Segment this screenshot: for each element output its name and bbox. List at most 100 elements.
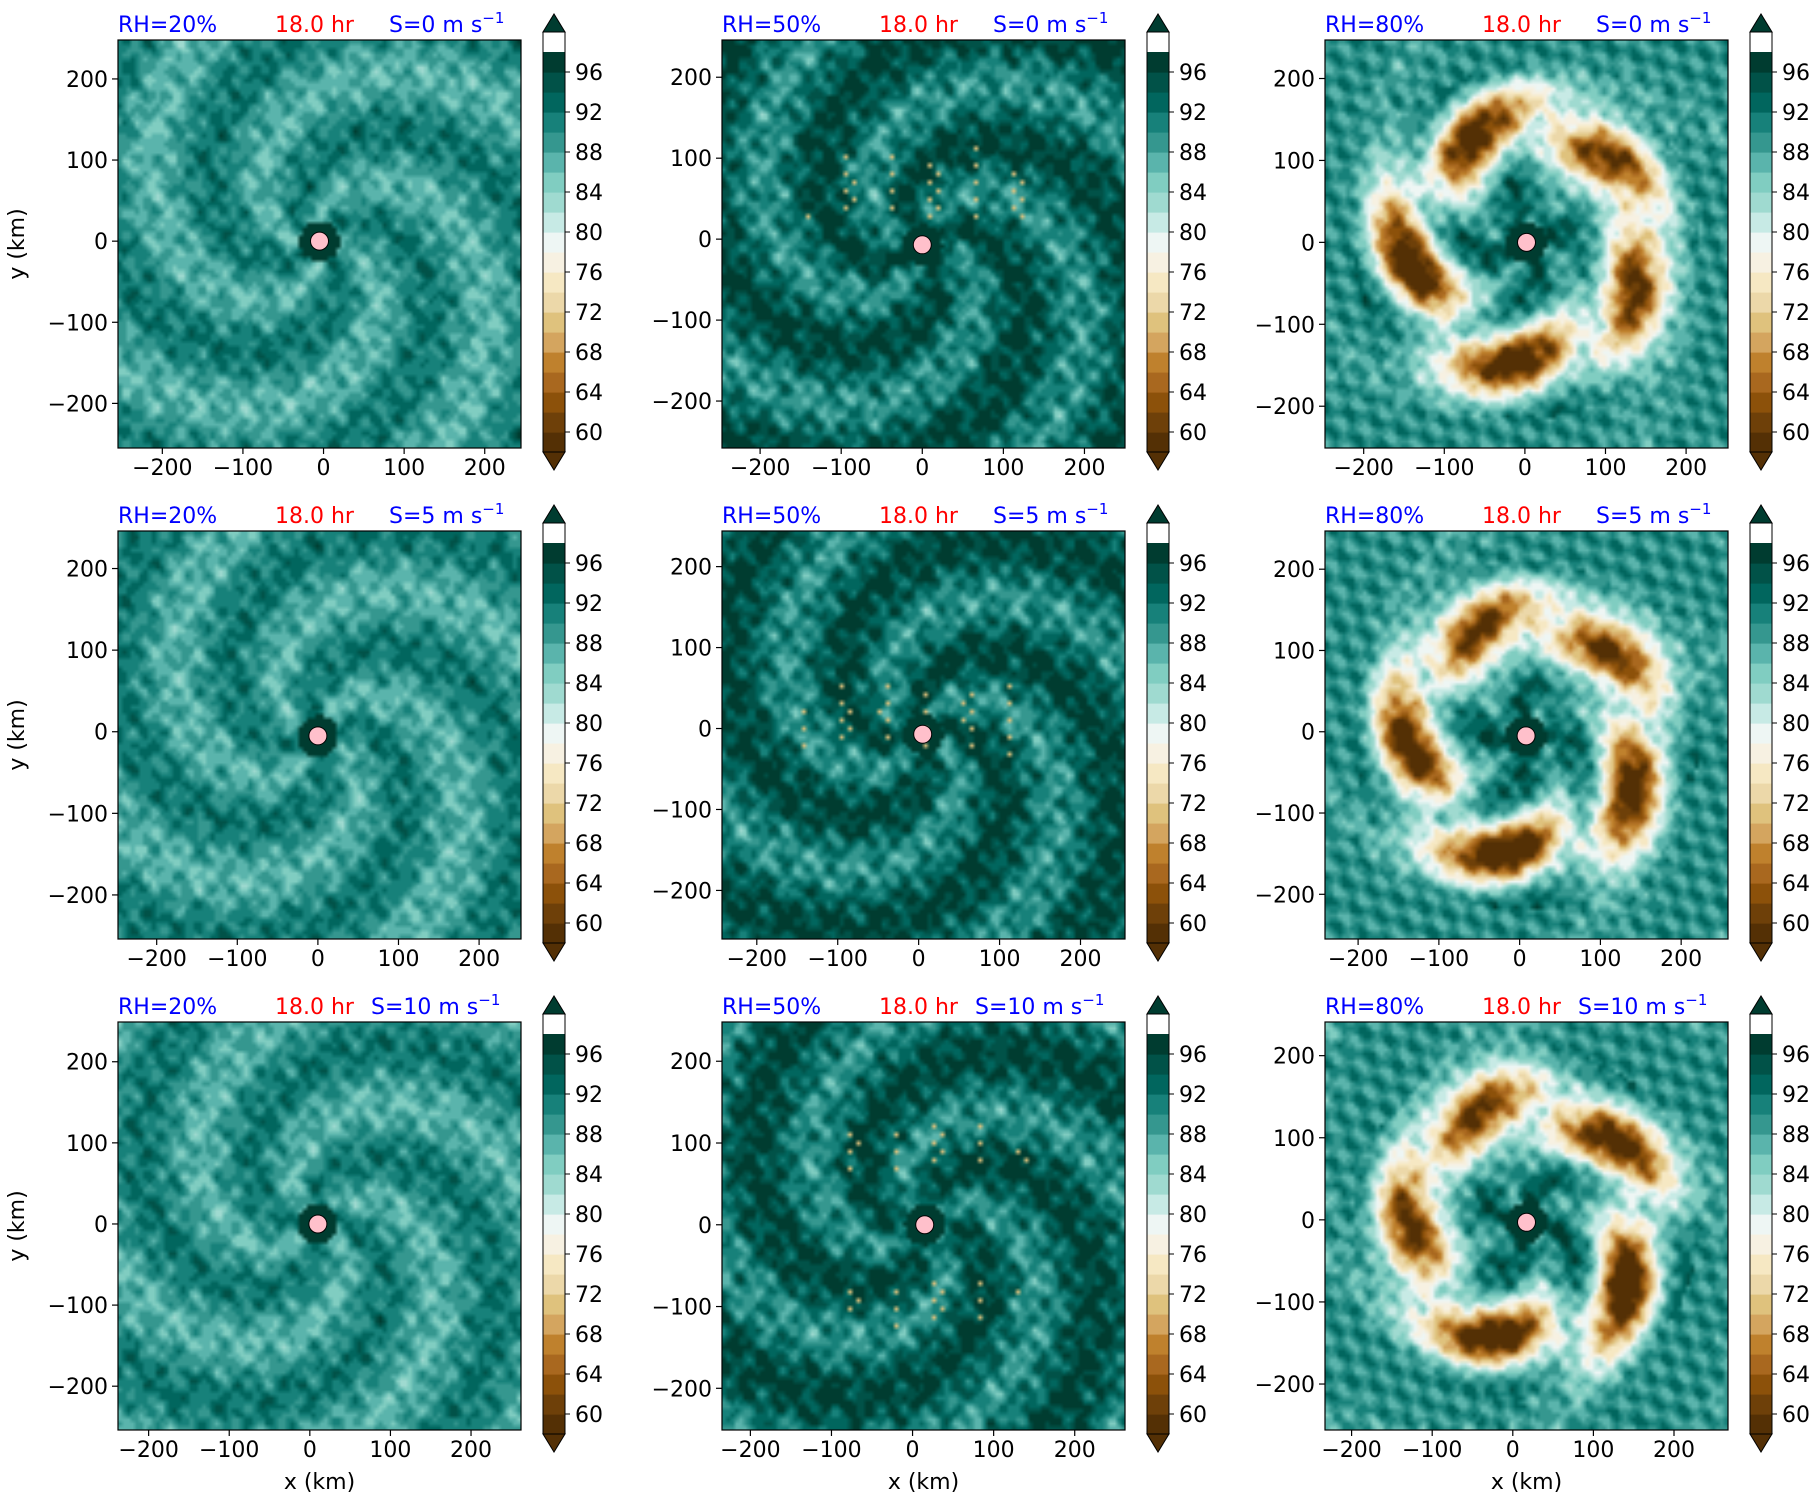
colorbar-segment [1750,232,1772,253]
storm-center-marker [913,724,933,744]
colorbar-segment [1750,152,1772,173]
colorbar-segment [543,132,565,153]
colorbar-segment [1147,743,1169,764]
colorbar-segment [1750,1074,1772,1095]
colorbar-segment [1147,603,1169,624]
colorbar-segment [1750,663,1772,684]
colorbar-segment [543,1314,565,1335]
colorbar-segment [1750,172,1772,193]
x-tick-label: 200 [1054,1438,1096,1463]
colorbar-tick-label: 64 [1782,1363,1810,1388]
colorbar-segment [1147,312,1169,333]
x-tick-label: −200 [727,947,787,972]
colorbar-extend-min [1146,451,1170,471]
x-tick-label: 100 [1572,1438,1614,1463]
colorbar-segment [543,112,565,133]
colorbar-segment [543,883,565,904]
storm-center-marker [1517,232,1536,252]
colorbar-segment [1750,563,1772,584]
colorbar-segment [543,803,565,824]
colorbar-segment [1147,563,1169,584]
y-tick-label: −200 [48,1375,108,1400]
x-tick-label: 0 [906,1438,920,1463]
x-axis-label: x (km) [888,1470,959,1495]
colorbar-tick-label: 80 [1782,712,1810,737]
colorbar-segment [543,643,565,664]
plot-frame [1324,530,1729,940]
y-tick-label: 200 [66,1051,108,1076]
x-tick-label: −200 [730,456,790,481]
colorbar-segment [543,1234,565,1255]
colorbar-segment [1147,583,1169,604]
colorbar-segment [543,763,565,784]
colorbar-segment [1147,172,1169,193]
x-tick-label: 100 [1579,947,1621,972]
x-tick-label: 0 [915,456,929,481]
time-label: 18.0 hr [1482,995,1562,1020]
colorbar-extend-max [1146,995,1170,1015]
colorbar-segment [1147,763,1169,784]
colorbar-tick-label: 92 [1179,101,1207,126]
rh-label: RH=20% [118,13,217,38]
x-tick-label: 200 [458,947,500,972]
colorbar-segment [1750,432,1772,453]
colorbar-tick-label: 84 [575,181,603,206]
x-tick-label: 100 [1584,456,1626,481]
colorbar-tick-label: 88 [575,1123,603,1148]
colorbar-extend-max [1749,995,1773,1015]
x-tick-label: −200 [118,1438,178,1463]
x-tick-label: 200 [1665,456,1707,481]
colorbar-tick-label: 72 [1782,1283,1810,1308]
y-tick-label: 100 [670,1132,712,1157]
x-tick-label: 200 [1059,947,1101,972]
y-axis-label: y (km) [5,208,30,279]
y-tick-label: 0 [1301,231,1315,256]
x-tick-label: −100 [1414,456,1474,481]
colorbar-segment [543,72,565,93]
colorbar-segment [543,1334,565,1355]
colorbar-tick-label: 72 [575,301,603,326]
colorbar-segment [1750,743,1772,764]
colorbar-tick-label: 88 [1782,632,1810,657]
x-tick-label: −100 [1402,1438,1462,1463]
y-tick-label: 200 [1273,1045,1315,1070]
colorbar-segment [1147,392,1169,413]
rh-label: RH=80% [1325,995,1424,1020]
colorbar-tick-label: 96 [1179,61,1207,86]
y-tick-label: 0 [698,228,712,253]
colorbar-segment [1750,1354,1772,1375]
colorbar-tick-label: 60 [575,912,603,937]
y-tick-label: 0 [1301,721,1315,746]
colorbar-tick-label: 84 [575,1163,603,1188]
colorbar-tick-label: 80 [1179,1203,1207,1228]
y-tick-label: 200 [1273,68,1315,93]
colorbar-segment [1147,1114,1169,1135]
y-tick-label: 100 [66,149,108,174]
colorbar-tick-label: 96 [575,1043,603,1068]
colorbar-segment [543,1394,565,1415]
colorbar-segment [543,1374,565,1395]
x-tick-label: 0 [317,456,331,481]
colorbar-tick-label: 76 [1179,261,1207,286]
colorbar-tick-label: 80 [1782,221,1810,246]
colorbar-segment [1750,1314,1772,1335]
colorbar-segment [1147,903,1169,924]
colorbar-segment [1750,192,1772,213]
colorbar-segment [1147,843,1169,864]
x-tick-label: 200 [1653,1438,1695,1463]
colorbar-segment [543,823,565,844]
colorbar-segment [1750,803,1772,824]
colorbar-segment [543,1094,565,1115]
shear-label: S=5 m s−1 [993,500,1108,529]
plot-frame [1324,39,1729,449]
colorbar: 60 64 68 72 76 80 84 88 92 96 [542,995,603,1453]
colorbar-segment [543,212,565,233]
colorbar-segment [1147,1174,1169,1195]
x-tick-label: 0 [1506,1438,1520,1463]
x-tick-label: 0 [912,947,926,972]
colorbar-segment [1750,843,1772,864]
colorbar-tick-label: 88 [575,141,603,166]
colorbar-segment [1750,212,1772,233]
colorbar-segment [1750,352,1772,373]
panel-1-2: −200 −100 0 100 200 −200 −100 0 100 200 RH=50% 18.0… [652,9,1207,481]
